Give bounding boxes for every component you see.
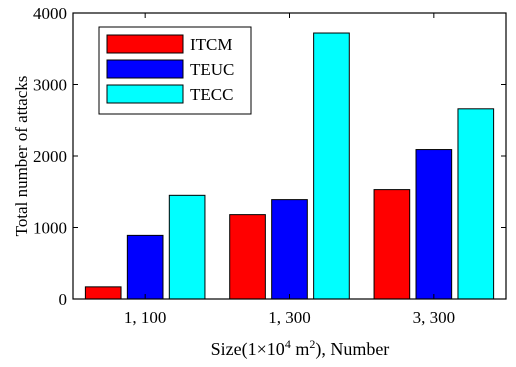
legend-swatch-itcm <box>106 34 184 54</box>
x-tick-label-1: 1, 300 <box>268 308 311 327</box>
bar-itcm-2 <box>229 214 266 300</box>
x-tick-label-0: 1, 100 <box>124 308 167 327</box>
y-tick-label-4: 4000 <box>33 4 67 23</box>
bar-teuc-1 <box>126 234 164 300</box>
legend-label-teuc: TEUC <box>190 60 234 79</box>
bar-tecc-2 <box>313 32 350 300</box>
y-tick-label-0: 0 <box>59 290 68 309</box>
bar-tecc-1 <box>168 194 206 300</box>
legend-label-itcm: ITCM <box>190 35 233 54</box>
legend-label-tecc: TECC <box>190 85 233 104</box>
y-axis-ticks: 0 1000 2000 3000 4000 <box>33 4 506 309</box>
x-axis-label-mid: m <box>291 339 310 359</box>
bar-tecc-3 <box>457 108 495 300</box>
y-tick-label-3: 3000 <box>33 76 67 95</box>
legend: ITCM TEUC TECC <box>98 26 252 115</box>
bars-group <box>84 32 495 300</box>
x-axis-label-suffix: ), Number <box>315 339 389 360</box>
bar-itcm-1 <box>84 286 122 300</box>
y-tick-label-2: 2000 <box>33 147 67 166</box>
x-tick-label-2: 3, 300 <box>413 308 456 327</box>
x-axis-label-sup1: 4 <box>285 337 291 351</box>
bar-teuc-2 <box>271 199 308 300</box>
legend-swatch-tecc <box>106 84 184 104</box>
x-axis-label-sup2: 2 <box>309 337 315 351</box>
y-axis-label: Total number of attacks <box>12 76 31 237</box>
legend-swatch-teuc <box>106 59 184 79</box>
bar-itcm-3 <box>373 189 411 300</box>
x-axis-label: Size(1×104 m2), Number <box>211 337 390 360</box>
x-axis-label-prefix: Size(1×10 <box>211 339 285 360</box>
bar-teuc-3 <box>415 149 453 300</box>
y-tick-label-1: 1000 <box>33 219 67 238</box>
x-axis-ticks: 1, 100 1, 300 3, 300 <box>124 13 455 327</box>
